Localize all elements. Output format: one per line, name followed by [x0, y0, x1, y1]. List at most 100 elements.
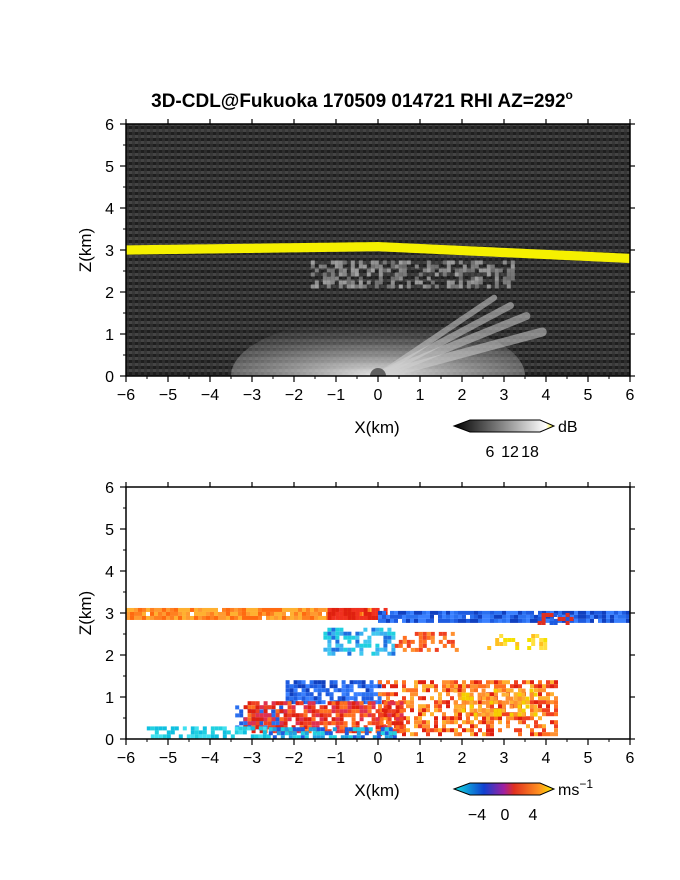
lower-echo-cell	[293, 680, 298, 685]
lower-echo-cell	[510, 716, 514, 721]
lower-echo-cell	[521, 692, 526, 697]
lower-echo-cell	[506, 680, 510, 685]
lower-echo-cell	[351, 721, 356, 726]
lower-echo-cell	[482, 696, 486, 701]
ground-echo-cell	[356, 731, 361, 736]
lower-echo-cell	[283, 701, 288, 706]
lower-echo-cell	[383, 701, 388, 706]
band-cell-receding	[190, 607, 194, 612]
x-tick-label: −4	[201, 387, 219, 404]
lower-echo-cell	[359, 709, 364, 714]
lower-echo-cell	[530, 704, 534, 709]
echo-cell	[434, 284, 439, 289]
ground-echo-cell	[380, 731, 385, 736]
lower-echo-cell	[470, 712, 474, 717]
lower-echo-cell	[259, 709, 264, 714]
ground-echo-cell	[210, 734, 215, 739]
echo-cell	[354, 272, 359, 277]
band-cell-approaching	[510, 610, 514, 615]
lower-echo-cell	[391, 721, 396, 726]
x-tick-label: −2	[285, 750, 303, 767]
lower-echo-cell	[399, 717, 404, 722]
lower-echo-cell	[402, 724, 406, 729]
lower-echo-cell	[339, 709, 344, 714]
upper-echo-cell	[391, 651, 396, 656]
echo-cell	[350, 264, 355, 269]
band-cell-approaching	[386, 618, 390, 623]
band-cell-receding	[138, 607, 142, 612]
echo-cell	[406, 284, 411, 289]
lower-echo-cell	[343, 713, 348, 718]
lower-echo-cell	[426, 684, 430, 689]
lower-echo-cell	[349, 684, 354, 689]
band-cell-receding	[254, 611, 258, 616]
lower-echo-cell	[353, 696, 358, 701]
echo-cell	[506, 272, 511, 277]
lower-echo-cell	[323, 729, 328, 734]
ground-echo-cell	[262, 726, 267, 731]
upper-echo-cell	[499, 642, 504, 646]
lower-echo-cell	[375, 729, 380, 734]
band-cell-approaching	[518, 618, 522, 623]
lower-echo-cell	[517, 700, 522, 705]
upper-echo-cell	[531, 642, 536, 646]
ground-echo-cell	[238, 730, 243, 735]
lower-echo-cell	[418, 716, 422, 721]
lower-echo-cell	[538, 708, 542, 713]
radar-site	[370, 368, 386, 376]
band-cell-approaching	[550, 618, 554, 623]
echo-cell	[446, 264, 451, 269]
band-cell-receding	[335, 607, 340, 612]
lower-echo-cell	[317, 680, 322, 685]
upper-echo-cell	[527, 646, 532, 650]
lower-echo-cell	[426, 688, 430, 693]
y-tick-label: 6	[105, 117, 114, 134]
band-cell-receding	[154, 607, 158, 612]
echo-cell	[330, 260, 335, 265]
band-cell-receding	[198, 611, 202, 616]
band-cell-receding	[359, 607, 364, 612]
band-cell-receding	[282, 615, 286, 620]
ground-echo-cell	[340, 735, 345, 739]
lower-echo-cell	[391, 709, 396, 714]
band-cell-approaching	[606, 610, 610, 615]
lower-echo-cell	[474, 688, 478, 693]
lower-echo-cell	[430, 684, 434, 689]
band-cell-approaching	[586, 618, 590, 623]
lower-echo-cell	[454, 712, 458, 717]
echo-cell	[494, 272, 499, 277]
lower-echo-cell	[345, 692, 350, 697]
lower-echo-cell	[513, 692, 518, 697]
lower-echo-cell	[285, 684, 290, 689]
band-cell-approaching	[498, 618, 502, 623]
band-cell-receding	[230, 615, 234, 620]
lower-echo-cell	[395, 709, 400, 714]
upper-echo-cell	[371, 627, 376, 632]
lower-echo-cell	[509, 704, 514, 709]
upper-echo-cell	[359, 647, 364, 652]
echo-cell	[374, 264, 379, 269]
band-cell-approaching	[478, 618, 482, 623]
lower-echo-cell	[422, 680, 426, 685]
lower-echo-cell	[399, 701, 404, 706]
ground-echo-cell	[344, 731, 349, 736]
ground-echo-cell	[210, 726, 215, 731]
lower-echo-cell	[554, 720, 558, 725]
lower-echo-cell	[351, 701, 356, 706]
band-cell-receding	[142, 615, 146, 620]
lower-echo-cell	[513, 700, 518, 705]
upper-echo-cell	[418, 643, 423, 648]
upper-echo-cell	[410, 647, 415, 652]
upper-echo-cell	[531, 634, 536, 638]
x-tick-label: 1	[416, 387, 425, 404]
band-cell-receding	[274, 615, 278, 620]
lower-echo-cell	[287, 705, 292, 710]
lower-echo-cell	[307, 701, 312, 706]
band-cell-receding	[355, 611, 360, 616]
ground-echo-cell	[230, 734, 235, 739]
lower-echo-cell	[546, 696, 550, 701]
ground-echo-cell	[242, 730, 247, 735]
lower-echo-cell	[542, 684, 546, 689]
lower-echo-cell	[486, 724, 490, 729]
lower-echo-cell	[458, 712, 462, 717]
